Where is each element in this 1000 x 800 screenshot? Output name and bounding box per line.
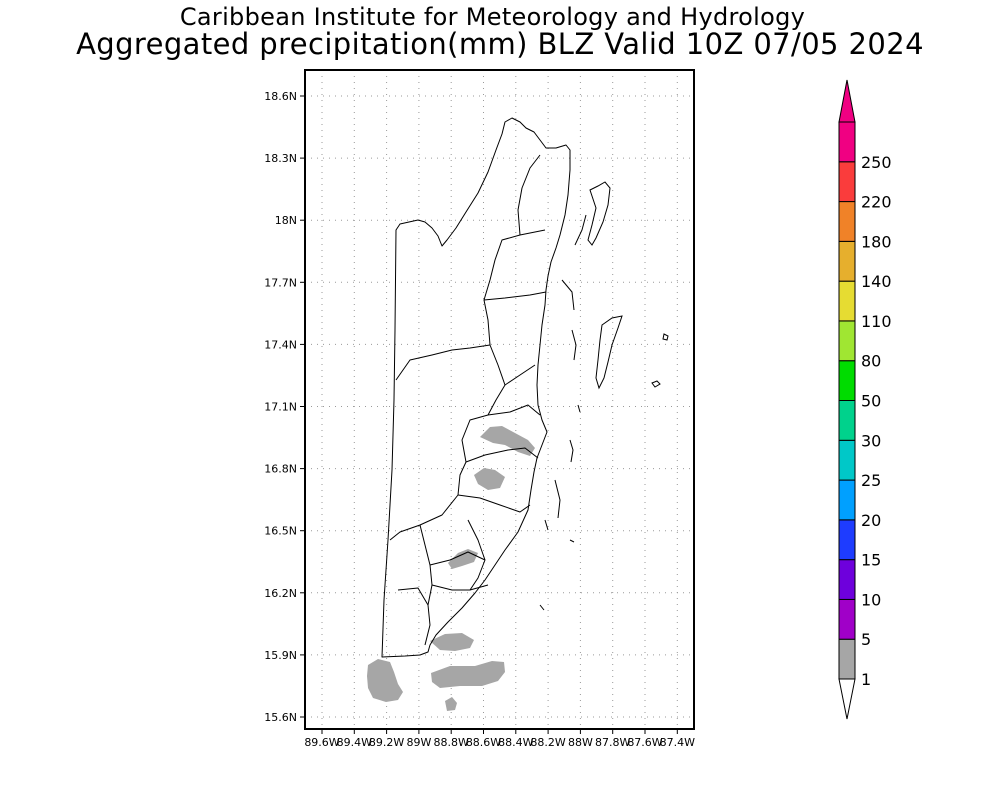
island — [662, 333, 669, 341]
lon-tick-label: 88.2W — [530, 736, 565, 749]
lon-tick-label: 88W — [568, 736, 593, 749]
district-boundary — [431, 584, 489, 591]
district-boundary — [483, 291, 547, 301]
colorbar-level-label: 50 — [861, 392, 881, 411]
colorbar-level-label: 1 — [861, 670, 871, 689]
colorbar-under-arrow — [838, 678, 856, 720]
lon-tick-label: 89.2W — [369, 736, 404, 749]
colorbar-segment — [838, 360, 856, 402]
island — [587, 181, 611, 246]
colorbar-segment — [838, 559, 856, 600]
district-boundary — [389, 494, 459, 541]
colorbar-level-label: 5 — [861, 630, 871, 649]
lat-tick-label: 16.8N — [264, 463, 297, 476]
district-boundary — [465, 447, 539, 463]
colorbar-level-label: 110 — [861, 312, 892, 331]
colorbar-segment — [838, 479, 856, 521]
precip-area — [445, 697, 457, 711]
island — [595, 315, 623, 390]
district-boundary — [483, 229, 546, 346]
belize-outline — [381, 117, 571, 658]
lat-tick-label: 15.9N — [264, 649, 297, 662]
island — [651, 380, 661, 388]
lat-tick-label: 18N — [275, 214, 297, 227]
precip-area — [448, 549, 478, 569]
colorbar-segment — [838, 598, 856, 640]
latitude-tick-labels: 18.6N 18.3N 18N 17.7N 17.4N 17.1N 16.8N 16.5N 16… — [264, 90, 305, 724]
district-boundary — [517, 154, 541, 236]
lon-tick-label: 88.4W — [498, 736, 533, 749]
colorbar-segment — [838, 201, 856, 242]
district-boundary — [457, 414, 489, 496]
colorbar-level-label: 80 — [861, 352, 881, 371]
colorbar-segment — [838, 320, 856, 362]
island — [571, 329, 577, 361]
island — [561, 279, 575, 311]
lon-tick-label: 89W — [406, 736, 431, 749]
district-boundary — [487, 404, 541, 416]
colorbar-level-label: 25 — [861, 471, 881, 490]
island — [569, 539, 575, 543]
colorbar-level-label: 10 — [861, 590, 881, 609]
colorbar-level-label: 250 — [861, 153, 892, 172]
district-boundary — [429, 551, 486, 566]
lat-tick-label: 17.4N — [264, 338, 297, 351]
lon-tick-label: 87.4W — [660, 736, 695, 749]
precip-area — [367, 659, 403, 702]
island — [569, 439, 574, 463]
island — [554, 479, 561, 519]
lat-tick-label: 17.7N — [264, 276, 297, 289]
island — [539, 604, 545, 611]
map-grid — [305, 70, 694, 729]
lon-tick-label: 88.8W — [434, 736, 469, 749]
island — [574, 214, 587, 246]
island — [577, 404, 581, 413]
colorbar-segment — [838, 519, 856, 561]
lat-tick-label: 16.5N — [264, 525, 297, 538]
colorbar-level-label: 20 — [861, 511, 881, 530]
colorbar-segment — [838, 161, 856, 203]
colorbar-segment — [838, 439, 856, 481]
precipitation-areas — [367, 426, 535, 711]
lon-tick-label: 88.6W — [466, 736, 501, 749]
precip-area — [480, 426, 535, 456]
lat-tick-label: 16.2N — [264, 587, 297, 600]
lon-tick-label: 89.4W — [337, 736, 372, 749]
colorbar-level-label: 220 — [861, 193, 892, 212]
district-boundary — [457, 494, 531, 513]
institute-title: Caribbean Institute for Meteorology and … — [179, 3, 806, 31]
precip-area — [431, 661, 505, 688]
colorbar-segment — [838, 280, 856, 322]
colorbar-segment — [838, 121, 856, 163]
colorbar-segment — [838, 638, 856, 680]
lon-tick-label: 89.6W — [304, 736, 339, 749]
country-boundaries — [381, 117, 571, 658]
lon-tick-label: 87.8W — [595, 736, 630, 749]
product-title: Aggregated precipitation(mm) BLZ Valid 1… — [76, 27, 924, 61]
lat-tick-label: 18.3N — [264, 152, 297, 165]
district-boundary — [395, 344, 491, 381]
colorbar-segment — [838, 240, 856, 282]
district-boundary — [487, 344, 506, 416]
lat-tick-label: 18.6N — [264, 90, 297, 103]
colorbar-level-label: 30 — [861, 431, 881, 450]
colorbar-level-label: 180 — [861, 232, 892, 251]
colorbar-segment — [838, 400, 856, 441]
colorbar-level-label: 15 — [861, 551, 881, 570]
cays-islands — [539, 181, 669, 611]
district-boundary — [504, 364, 536, 386]
lat-tick-label: 17.1N — [264, 401, 297, 414]
precip-area — [430, 633, 474, 651]
map-frame — [304, 69, 695, 730]
colorbar-over-arrow — [838, 79, 856, 123]
island — [544, 519, 549, 531]
lat-tick-label: 15.6N — [264, 711, 297, 724]
colorbar-level-label: 140 — [861, 272, 892, 291]
precip-area — [474, 468, 505, 490]
district-boundary — [397, 587, 431, 646]
lon-tick-label: 87.6W — [627, 736, 662, 749]
